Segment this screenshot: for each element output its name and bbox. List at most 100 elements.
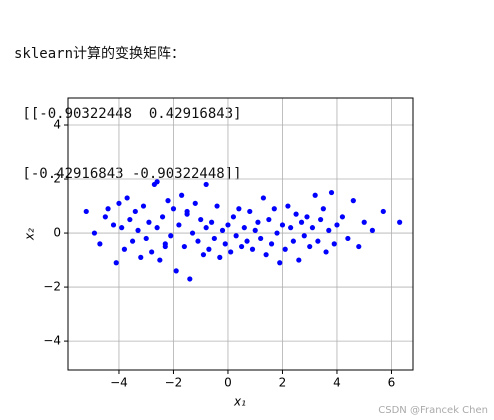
point <box>249 246 256 252</box>
point <box>277 260 283 266</box>
point <box>154 225 160 231</box>
point <box>113 260 119 266</box>
point <box>339 214 346 220</box>
point <box>290 238 296 244</box>
point <box>195 238 201 244</box>
point <box>312 192 318 198</box>
point <box>149 249 155 255</box>
point <box>260 195 266 201</box>
point <box>170 206 177 212</box>
point <box>323 249 329 255</box>
point <box>320 206 326 212</box>
x-tick-label: −2 <box>165 376 183 390</box>
point <box>301 233 307 239</box>
point <box>211 235 217 242</box>
point <box>345 235 351 242</box>
x-axis-label: x₁ <box>233 395 246 409</box>
point <box>233 233 239 239</box>
plot-frame <box>67 97 414 371</box>
point <box>298 219 305 225</box>
matrix-line: [[-0.90322448 0.42916843] <box>14 106 242 122</box>
point <box>397 219 403 225</box>
x-tick-label: 2 <box>279 376 287 390</box>
point <box>154 179 160 185</box>
x-tick-label: 0 <box>224 376 232 390</box>
point <box>119 225 125 231</box>
watermark: CSDN @Francek Chen <box>378 405 488 416</box>
point <box>192 200 198 206</box>
point <box>328 189 335 196</box>
point <box>143 235 149 242</box>
point <box>244 238 250 244</box>
point <box>184 208 190 215</box>
point <box>285 203 291 209</box>
point <box>236 206 242 212</box>
x-tick-label: 4 <box>333 376 341 390</box>
point <box>91 230 98 236</box>
point <box>159 214 166 220</box>
y-tick-label: 0 <box>53 226 61 240</box>
y-tick-label: −4 <box>43 334 61 348</box>
point <box>369 227 375 233</box>
point <box>271 206 277 212</box>
point <box>326 227 332 233</box>
point <box>83 208 89 215</box>
point <box>157 257 163 263</box>
x-tick-label: 6 <box>388 376 396 390</box>
point <box>288 225 294 231</box>
point <box>268 241 275 247</box>
point <box>296 257 302 263</box>
point <box>258 235 264 242</box>
point <box>129 238 136 244</box>
point <box>274 230 280 236</box>
point <box>282 246 288 252</box>
point <box>200 252 207 258</box>
point <box>228 249 234 255</box>
point <box>97 241 103 247</box>
point <box>361 219 367 225</box>
point <box>225 222 231 228</box>
point <box>140 203 147 209</box>
point <box>252 227 258 233</box>
point <box>203 225 209 231</box>
point <box>266 216 272 223</box>
point <box>198 216 204 223</box>
point <box>176 222 182 228</box>
point <box>304 214 310 220</box>
y-axis-label: x₂ <box>23 228 37 241</box>
y-tick-label: 4 <box>53 118 61 132</box>
point <box>219 227 226 233</box>
point <box>173 268 179 274</box>
point <box>181 243 187 250</box>
matrix-line: [-0.42916843 -0.90322448]] <box>14 166 242 182</box>
point <box>146 219 152 225</box>
point <box>162 243 168 250</box>
point <box>238 243 245 250</box>
point <box>293 211 299 217</box>
point <box>350 198 356 204</box>
point <box>279 222 286 228</box>
point <box>222 241 228 247</box>
point <box>179 192 185 198</box>
point <box>309 225 316 231</box>
x-tick-label: −4 <box>110 376 128 390</box>
point <box>124 195 130 201</box>
point <box>187 276 193 282</box>
point <box>247 208 253 215</box>
point <box>356 243 362 250</box>
point <box>189 230 196 236</box>
point <box>263 252 269 258</box>
point <box>116 200 122 206</box>
point <box>165 198 171 204</box>
point <box>315 238 321 244</box>
console-output: sklearn计算的变换矩阵： [[-0.90322448 0.42916843… <box>14 4 242 204</box>
point <box>214 203 220 209</box>
point <box>331 241 337 247</box>
point <box>255 219 261 225</box>
point <box>217 254 223 260</box>
point <box>110 222 117 228</box>
point <box>127 216 133 223</box>
point <box>209 219 215 225</box>
point <box>307 243 313 250</box>
